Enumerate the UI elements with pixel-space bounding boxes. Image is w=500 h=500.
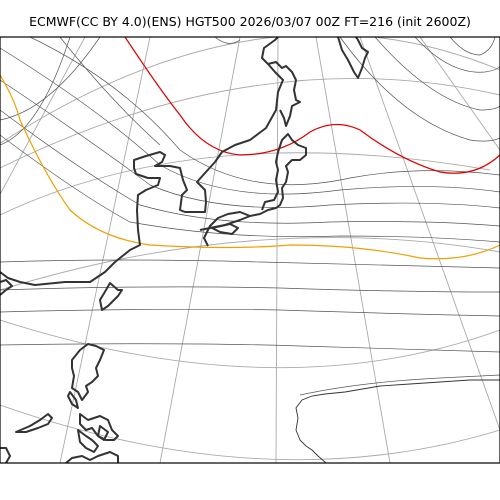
contour-line (0, 37, 101, 121)
coastline-island (79, 413, 119, 441)
parallel-line (0, 78, 500, 169)
contour-5700-orange (0, 74, 500, 260)
contour-line (299, 374, 500, 396)
meridian-line (59, 37, 151, 463)
contour-line (0, 37, 71, 146)
coastline-island (71, 343, 105, 401)
coastline-hokkaido (211, 223, 239, 235)
coastline-alaska (337, 37, 369, 79)
coastline-island (77, 429, 99, 453)
parallel-line (0, 37, 500, 145)
coastline-island (65, 451, 119, 463)
parallel-line (0, 319, 500, 369)
meridian-line (359, 37, 500, 431)
map-title: ECMWF(CC BY 4.0)(ENS) HGT500 2026/03/07 … (29, 14, 471, 29)
contour-line (0, 79, 500, 209)
contour-line (0, 47, 500, 195)
contour-line (414, 37, 500, 73)
parallel-line (0, 152, 491, 216)
contour-line (29, 37, 500, 186)
graticule (0, 37, 500, 463)
contour-line (0, 286, 500, 293)
map-frame (0, 36, 500, 464)
coastline-island (0, 447, 11, 463)
coastlines (0, 37, 369, 463)
parallel-line (0, 237, 500, 291)
coastline-kamchatka (267, 61, 301, 127)
coastline-alaska-west (0, 279, 13, 296)
height-contours (0, 37, 500, 396)
meridian-line (315, 37, 391, 463)
contour-line (449, 37, 496, 56)
contour-line (214, 37, 241, 44)
coastline-north-america (295, 379, 500, 463)
contour-5400-red (124, 37, 500, 174)
coastline-island (97, 425, 109, 441)
coastline-island (15, 413, 53, 433)
coastline-kuril (249, 133, 307, 217)
contour-line (0, 109, 500, 227)
contour-line (0, 308, 500, 317)
contour-line (0, 259, 500, 269)
meridian-line (0, 37, 86, 196)
coastline-korea (99, 282, 123, 311)
contour-line (59, 37, 161, 146)
coastline-island (67, 391, 79, 409)
coastline-sakhalin (199, 211, 251, 247)
meridian-line (419, 37, 500, 151)
meridian-line (159, 37, 241, 463)
coastline-asia (0, 37, 284, 286)
meridian-line (275, 37, 279, 463)
contour-line (0, 134, 500, 243)
contour-line (339, 37, 500, 142)
contour-line (374, 37, 500, 111)
contour-line (0, 343, 500, 353)
parallel-line (0, 404, 500, 461)
